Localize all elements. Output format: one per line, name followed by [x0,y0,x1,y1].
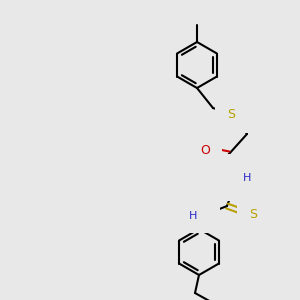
Text: H: H [224,165,232,175]
Text: H: H [243,173,251,183]
Text: S: S [227,107,235,121]
Text: N: N [212,167,222,181]
Text: N: N [198,208,208,220]
Text: S: S [249,208,257,220]
Text: O: O [200,143,210,157]
Text: H: H [189,211,197,221]
Text: N: N [232,176,242,188]
